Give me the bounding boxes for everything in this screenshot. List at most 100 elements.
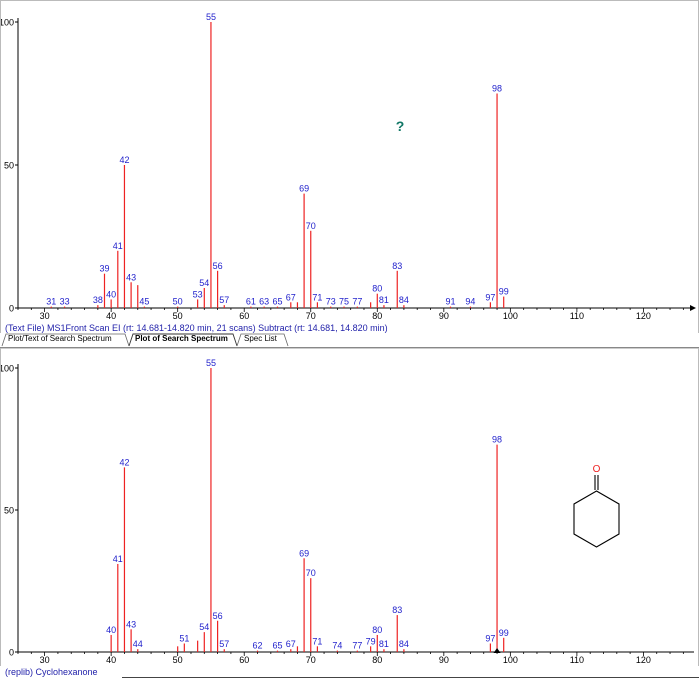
library-spectrum-plot: 0 50 100 30 40 50 60 70 80 90 100 110 120 40 41 42 43 44 5… — [0, 358, 694, 665]
x-tick-label: 40 — [106, 311, 116, 321]
peak-label-31: 31 — [46, 297, 56, 307]
peak-label-43: 43 — [126, 272, 136, 282]
peak-label-61: 61 — [246, 297, 256, 307]
x-tick-label: 70 — [306, 311, 316, 321]
unknown-structure-marker: ? — [396, 118, 405, 134]
peak-label-42: 42 — [119, 155, 129, 165]
peak-label-38: 38 — [93, 295, 103, 305]
x-tick-label: 30 — [40, 311, 50, 321]
peak-label-81: 81 — [379, 639, 389, 649]
library-match-name: (replib) Cyclohexanone — [5, 667, 98, 677]
peak-label-65: 65 — [272, 641, 282, 651]
peak-label-80: 80 — [372, 625, 382, 635]
peak-label-40: 40 — [106, 289, 116, 299]
peak-label-41: 41 — [113, 554, 123, 564]
peak-label-39: 39 — [99, 264, 109, 274]
peak-label-67: 67 — [286, 292, 296, 302]
peak-label-51: 51 — [179, 633, 189, 643]
peak-label-56: 56 — [213, 611, 223, 621]
x-tick-label: 110 — [570, 655, 584, 665]
peak-label-69: 69 — [299, 548, 309, 558]
view-tabs: Plot/Text of Search Spectrum Plot of Sea… — [0, 333, 699, 348]
x-tick-label: 50 — [173, 655, 183, 665]
peak-label-91: 91 — [445, 297, 455, 307]
peak-label-62: 62 — [253, 641, 263, 651]
peak-label-44: 44 — [133, 639, 143, 649]
x-tick-label: 70 — [306, 655, 316, 665]
peak-label-40: 40 — [106, 625, 116, 635]
peak-label-70: 70 — [306, 221, 316, 231]
status-separator — [122, 677, 699, 678]
peak-label-41: 41 — [113, 241, 123, 251]
library-info-bar: (replib) Cyclohexanone — [0, 666, 699, 680]
peak-label-69: 69 — [299, 184, 309, 194]
x-tick-label: 80 — [372, 655, 382, 665]
x-tick-label: 120 — [636, 655, 651, 665]
peak-label-54: 54 — [199, 622, 209, 632]
selected-peak-marker[interactable] — [493, 648, 501, 653]
peak-label-99: 99 — [499, 287, 509, 297]
peak-label-79: 79 — [366, 636, 376, 646]
peak-label-94: 94 — [465, 297, 475, 307]
cyclohexanone-structure — [573, 475, 620, 548]
peak-label-75: 75 — [339, 297, 349, 307]
x-axis-arrow — [690, 305, 696, 311]
cyclohexane-ring — [573, 490, 620, 548]
x-tick-label: 30 — [40, 655, 50, 665]
peak-label-55: 55 — [206, 12, 216, 22]
peak-label-97: 97 — [485, 633, 495, 643]
peak-label-98: 98 — [492, 435, 502, 445]
x-tick-label: 120 — [636, 311, 651, 321]
peak-label-45: 45 — [139, 297, 149, 307]
tab-spec-list[interactable]: Spec List — [244, 334, 277, 343]
peak-label-83: 83 — [392, 261, 402, 271]
y-tick-label: 100 — [0, 18, 14, 28]
x-tick-label: 90 — [439, 655, 449, 665]
search-spectrum-plot: 0 50 100 30 40 50 60 70 80 90 100 110 120 31 33 38 39 40 4… — [0, 12, 696, 321]
peak-label-65: 65 — [272, 297, 282, 307]
peak-label-99: 99 — [499, 628, 509, 638]
x-tick-label: 60 — [239, 655, 249, 665]
peak-label-77: 77 — [352, 297, 362, 307]
peak-label-80: 80 — [372, 284, 382, 294]
x-tick-label: 90 — [439, 311, 449, 321]
peak-label-74: 74 — [332, 641, 342, 651]
peak-label-67: 67 — [286, 639, 296, 649]
peak-label-57: 57 — [219, 295, 229, 305]
peak-label-97: 97 — [485, 292, 495, 302]
peak-label-77: 77 — [352, 641, 362, 651]
peak-label-63: 63 — [259, 297, 269, 307]
peak-label-71: 71 — [312, 292, 322, 302]
peak-label-84: 84 — [399, 639, 409, 649]
tab-plot-of-search-spectrum[interactable]: Plot of Search Spectrum — [135, 334, 228, 343]
x-tick-label: 100 — [503, 655, 518, 665]
x-tick-label: 50 — [173, 311, 183, 321]
peak-label-53: 53 — [193, 289, 203, 299]
peak-label-84: 84 — [399, 295, 409, 305]
peak-label-83: 83 — [392, 605, 402, 615]
tab-plot-text-of-search-spectrum[interactable]: Plot/Text of Search Spectrum — [8, 334, 112, 343]
y-tick-label: 50 — [4, 161, 14, 171]
y-tick-label: 100 — [0, 364, 14, 374]
peak-label-56: 56 — [213, 261, 223, 271]
peak-label-70: 70 — [306, 568, 316, 578]
peak-label-98: 98 — [492, 84, 502, 94]
peak-label-81: 81 — [379, 295, 389, 305]
peak-label-42: 42 — [119, 457, 129, 467]
x-tick-label: 100 — [503, 311, 518, 321]
x-tick-label: 110 — [570, 311, 584, 321]
oxygen-atom-label: O — [593, 464, 601, 475]
peak-label-55: 55 — [206, 358, 216, 368]
peak-label-33: 33 — [60, 297, 70, 307]
peak-label-73: 73 — [326, 297, 336, 307]
peak-label-71: 71 — [312, 636, 322, 646]
y-tick-label: 0 — [9, 648, 14, 658]
x-tick-label: 60 — [239, 311, 249, 321]
peak-label-43: 43 — [126, 619, 136, 629]
search-spectrum-info: (Text File) MS1Front Scan EI (rt: 14.681… — [5, 323, 388, 333]
peak-label-54: 54 — [199, 278, 209, 288]
y-tick-label: 0 — [9, 304, 14, 314]
x-tick-label: 80 — [372, 311, 382, 321]
y-tick-label: 50 — [4, 506, 14, 516]
x-tick-label: 40 — [106, 655, 116, 665]
